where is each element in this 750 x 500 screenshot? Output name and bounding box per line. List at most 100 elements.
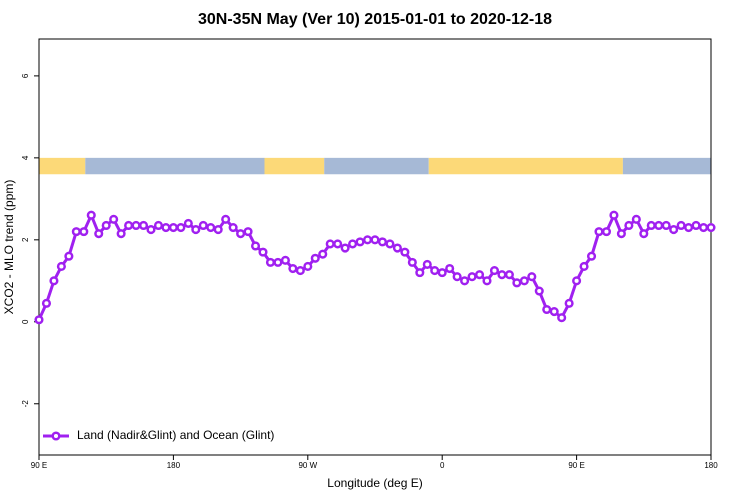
data-point <box>601 227 612 237</box>
x-tick-label: 180 <box>704 461 718 470</box>
data-point <box>288 263 298 274</box>
data-point <box>362 235 373 245</box>
data-point <box>131 220 141 231</box>
data-point <box>243 227 253 237</box>
data-point <box>512 278 522 288</box>
data-point <box>676 220 686 231</box>
data-point <box>616 229 626 239</box>
data-point <box>318 249 328 259</box>
y-tick-label: 6 <box>21 73 30 78</box>
data-point <box>101 220 111 231</box>
data-point <box>370 235 380 245</box>
data-point <box>79 227 89 237</box>
data-point <box>415 268 425 278</box>
x-tick-label: 0 <box>440 461 445 470</box>
x-tick-label: 180 <box>167 461 181 470</box>
data-point <box>273 257 283 267</box>
data-point <box>557 313 567 323</box>
legend-label: Land (Nadir&Glint) and Ocean (Glint) <box>77 428 274 442</box>
data-point <box>684 222 694 233</box>
data-point <box>445 263 455 274</box>
data-point <box>654 220 664 231</box>
data-point <box>609 210 619 220</box>
data-point <box>430 266 440 276</box>
data-point <box>691 220 701 231</box>
data-point <box>377 237 388 247</box>
data-point <box>572 276 582 286</box>
data-point <box>221 214 231 224</box>
data-point <box>586 251 597 261</box>
data-point <box>407 257 417 267</box>
data-point <box>579 261 589 272</box>
data-point <box>191 225 201 235</box>
x-tick-label: 90 E <box>568 461 584 470</box>
x-tick-label: 90 W <box>298 461 317 470</box>
surface-band <box>264 157 325 175</box>
data-point <box>698 222 709 233</box>
data-point <box>153 220 164 231</box>
plot-frame <box>38 38 712 456</box>
data-point <box>519 276 529 286</box>
data-point <box>310 253 320 263</box>
data-point <box>669 225 679 235</box>
data-point <box>564 298 574 308</box>
data-point <box>198 220 208 231</box>
data-point <box>340 243 350 253</box>
data-point <box>124 220 134 231</box>
data-point <box>631 214 641 224</box>
data-point <box>594 227 604 237</box>
data-point <box>534 286 544 296</box>
data-point <box>355 237 365 247</box>
data-point <box>661 220 671 231</box>
data-point <box>422 259 432 269</box>
data-point <box>303 261 313 272</box>
y-tick-label: -2 <box>21 400 30 408</box>
data-point <box>639 229 649 239</box>
legend-marker <box>51 431 61 441</box>
data-point <box>146 225 156 235</box>
data-point <box>41 298 52 308</box>
data-point <box>325 239 335 249</box>
data-point <box>497 270 507 280</box>
data-point <box>460 276 470 286</box>
data-point <box>206 222 216 233</box>
data-point <box>467 272 477 282</box>
data-point <box>94 229 104 239</box>
data-point <box>116 229 126 239</box>
data-point <box>624 220 634 231</box>
data-point <box>56 261 66 272</box>
data-point <box>504 270 514 280</box>
data-point <box>400 247 410 257</box>
data-point <box>542 304 552 315</box>
data-point <box>333 239 343 249</box>
surface-band <box>324 157 429 175</box>
data-point <box>109 214 119 224</box>
data-point <box>385 239 395 249</box>
surface-band <box>85 157 265 175</box>
data-point <box>49 276 59 286</box>
data-point <box>452 272 462 282</box>
data-point <box>34 315 44 325</box>
data-point <box>295 266 305 276</box>
y-axis-label: XCO2 - MLO trend (ppm) <box>2 180 16 315</box>
data-point <box>176 222 186 233</box>
y-tick-label: 0 <box>21 319 30 324</box>
surface-band <box>428 157 623 175</box>
data-point <box>265 257 276 267</box>
data-point <box>168 222 178 233</box>
data-point <box>183 218 193 228</box>
data-point <box>228 222 238 233</box>
data-point <box>71 227 81 237</box>
x-tick-label: 90 E <box>31 461 47 470</box>
data-point <box>482 276 492 286</box>
surface-band <box>622 157 711 175</box>
y-tick-label: 2 <box>21 237 30 242</box>
data-point <box>258 247 268 257</box>
data-point <box>250 241 261 251</box>
data-point <box>86 210 96 220</box>
data-point <box>646 220 656 231</box>
data-point <box>489 266 500 276</box>
x-axis-label: Longitude (deg E) <box>327 476 422 490</box>
data-point <box>138 220 149 231</box>
